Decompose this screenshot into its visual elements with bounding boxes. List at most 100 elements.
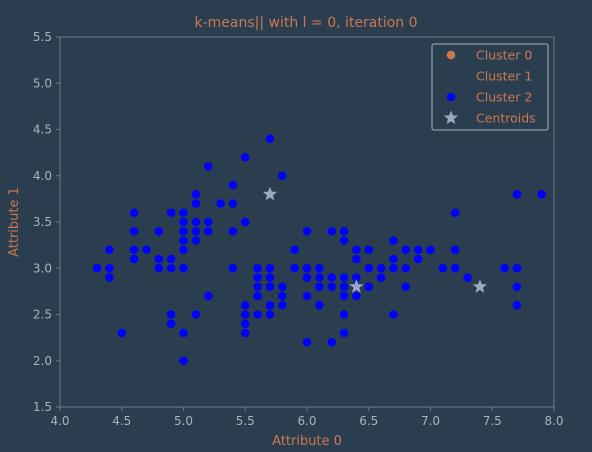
y-tick-label: 4.0 [33, 169, 52, 183]
data-point [142, 245, 151, 255]
data-point [401, 245, 411, 255]
x-tick-label: 4.0 [50, 414, 69, 428]
data-point [352, 273, 361, 282]
data-point [253, 273, 262, 282]
data-point [265, 273, 275, 282]
data-point [302, 337, 312, 347]
data-point [389, 254, 398, 264]
data-point [364, 282, 374, 292]
data-point [302, 263, 312, 273]
x-tick-label: 8.0 [544, 414, 563, 428]
data-point [302, 273, 312, 282]
data-point [327, 282, 337, 292]
data-point [401, 282, 411, 292]
data-point [166, 319, 176, 329]
y-tick-label: 2.5 [33, 308, 52, 322]
data-point [228, 180, 238, 190]
data-point [389, 236, 398, 245]
data-point [364, 245, 374, 255]
data-point [240, 217, 250, 227]
data-point [339, 282, 349, 292]
legend-marker-centroids [443, 110, 459, 125]
data-point [389, 310, 398, 319]
data-point [129, 245, 139, 255]
data-point [154, 263, 164, 273]
y-axis: 1.5 2.0 2.5 3.0 3.5 4.0 4.5 5.0 5.5 [33, 30, 60, 414]
data-point [339, 226, 349, 236]
data-point [389, 263, 398, 273]
data-point [537, 189, 546, 199]
data-point [179, 226, 188, 236]
data-point [240, 152, 250, 162]
data-point [339, 273, 349, 282]
data-point [191, 236, 201, 245]
data-point [203, 162, 213, 171]
data-point [352, 254, 361, 264]
data-point [290, 263, 299, 273]
data-point [253, 282, 262, 292]
centroid-star [472, 279, 488, 293]
data-point [500, 263, 509, 273]
data-point [228, 226, 238, 236]
data-point [105, 263, 114, 273]
data-point [154, 254, 164, 264]
data-point [401, 263, 411, 273]
y-tick-label: 2.0 [33, 354, 52, 368]
data-point [265, 263, 275, 273]
y-tick-label: 3.5 [33, 215, 52, 229]
legend: Cluster 0 Cluster 1 Cluster 2 Centroids [431, 43, 549, 131]
x-tick-label: 6.5 [359, 414, 378, 428]
x-tick-label: 6.0 [297, 414, 316, 428]
y-tick-label: 4.5 [33, 123, 52, 137]
data-point [166, 208, 176, 218]
data-point [166, 254, 176, 264]
y-tick-label: 5.0 [33, 76, 52, 90]
data-point [129, 226, 139, 236]
data-point [352, 245, 361, 255]
centroid-star [349, 279, 364, 293]
data-point [240, 328, 250, 338]
data-point [339, 291, 349, 301]
data-point [265, 310, 275, 319]
data-point [339, 328, 349, 338]
data-point [512, 189, 522, 199]
y-tick-label: 5.5 [33, 30, 52, 44]
data-point [191, 217, 201, 227]
data-point [315, 300, 324, 310]
data-point [179, 263, 188, 273]
x-tick-label: 7.0 [421, 414, 440, 428]
data-point [166, 310, 176, 319]
x-tick-label: 5.0 [174, 414, 193, 428]
data-point [129, 208, 139, 218]
data-point [240, 319, 250, 329]
data-point [315, 263, 324, 273]
data-point [315, 282, 324, 292]
data-point [253, 291, 262, 301]
data-point [179, 356, 188, 366]
legend-marker [446, 92, 456, 102]
data-point [290, 245, 299, 255]
data-point [376, 263, 386, 273]
x-tick-label: 7.5 [483, 414, 502, 428]
data-point [92, 263, 102, 273]
data-point [179, 236, 188, 245]
y-tick-label: 3.0 [33, 261, 52, 275]
data-point [463, 273, 472, 282]
data-point [450, 245, 460, 255]
data-point [179, 328, 188, 338]
data-point [512, 300, 522, 310]
data-point [278, 300, 287, 310]
data-point [512, 282, 522, 292]
data-point [438, 263, 448, 273]
legend-marker [446, 71, 456, 81]
data-point [105, 245, 114, 255]
data-point [191, 189, 201, 199]
data-point [105, 273, 114, 282]
x-tick-label: 4.5 [112, 414, 131, 428]
data-point [426, 245, 435, 255]
legend-marker [446, 50, 456, 60]
legend-label: Centroids [476, 111, 536, 126]
data-point [352, 291, 361, 301]
data-point [166, 263, 176, 273]
